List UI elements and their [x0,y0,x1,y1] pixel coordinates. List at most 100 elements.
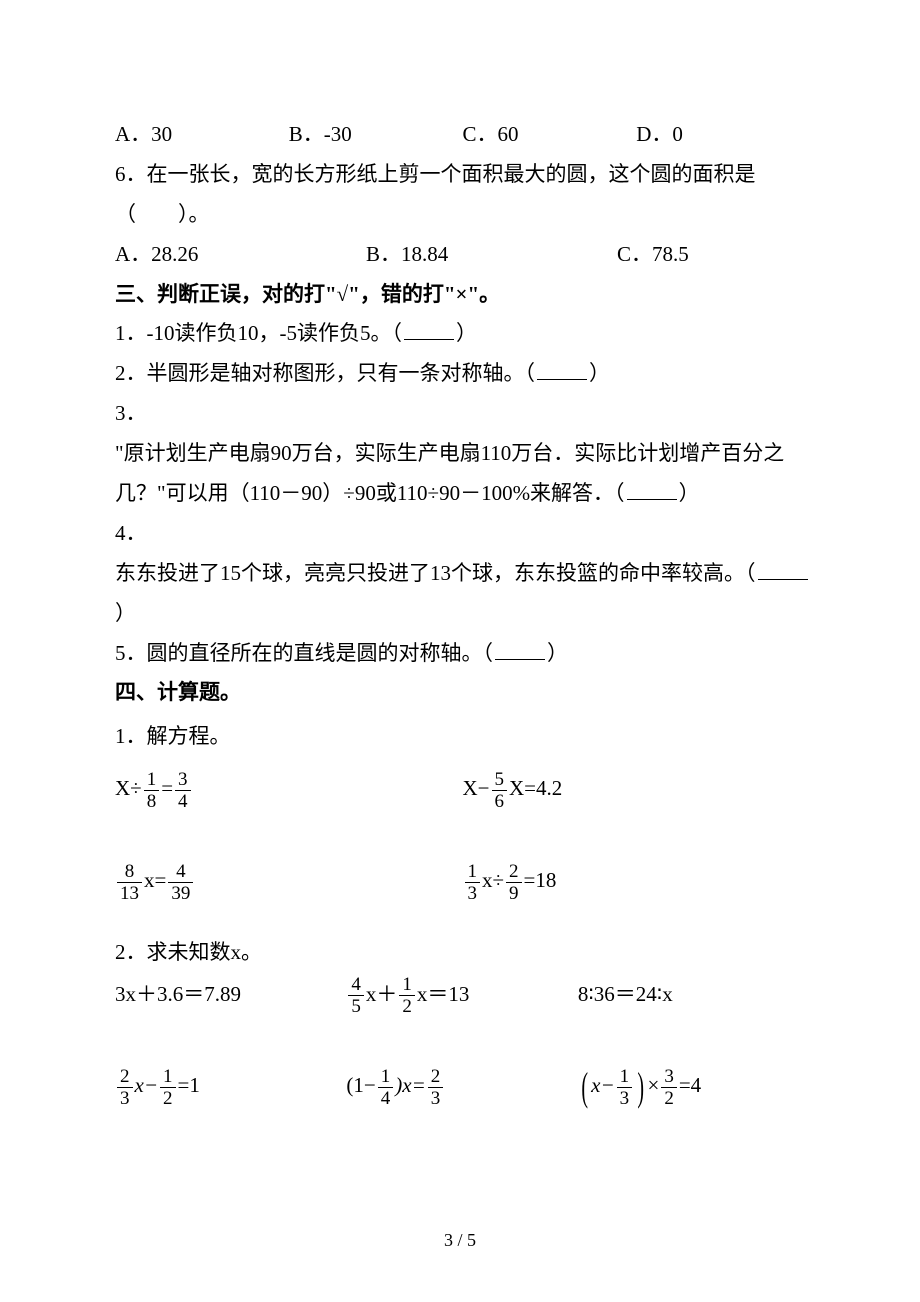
frac: 23 [117,1067,133,1108]
den: 2 [399,995,415,1016]
q6-opt-b: B．18.84 [366,235,617,275]
s3-q4: 东东投进了15个球，亮亮只投进了13个球，东东投篮的命中率较高。（ ） [115,554,810,634]
blank[interactable] [627,482,677,500]
eq2e: (1−14)x=23 [346,1066,577,1108]
eq-row-3: 3x＋3.6＝7.89 45x＋12x＝13 8∶36＝24∶x [115,975,810,1017]
frac: 34 [175,770,191,811]
den: 5 [348,995,364,1016]
s4-q1-label: 1．解方程。 [115,717,810,757]
eq-row-4: 23x−12=1 (1−14)x=23 (x−13)×32=4 [115,1066,810,1108]
eq2d: 23x−12=1 [115,1066,346,1108]
s3-q3-num: 3． [115,394,810,434]
num: 1 [160,1067,176,1087]
eq2f-mid: × [648,1073,660,1097]
frac: 18 [144,770,160,811]
eq2f-post: =4 [679,1073,701,1097]
frac: 12 [160,1067,176,1108]
eq1c: 813x=439 [115,861,463,903]
q5-opt-c: C．60 [463,115,637,155]
eq1b-pre: X− [463,776,490,800]
s3-q4-num: 4． [115,514,810,554]
eq1b: X−56X=4.2 [463,769,811,811]
num: 8 [117,862,142,882]
s3-q2-end: ） [589,361,610,385]
frac: 12 [399,975,415,1016]
eq2e-mid: )x= [395,1073,426,1097]
blank[interactable] [537,362,587,380]
eq1a: X÷18=34 [115,769,463,811]
s4-q2-label: 2．求未知数x。 [115,933,810,973]
frac: 56 [492,770,508,811]
blank[interactable] [404,322,454,340]
num: 4 [348,975,364,995]
eq2d-post: =1 [178,1073,200,1097]
den: 13 [117,882,142,903]
eq1c-mid: x= [144,868,166,892]
eq2a: 3x＋3.6＝7.89 [115,975,346,1017]
eq2b-mid: x＋ [366,982,398,1006]
den: 8 [144,790,160,811]
eq2b-post: x＝13 [417,982,470,1006]
eq1b-post: X=4.2 [509,776,562,800]
s3-q2-text: 2．半圆形是轴对称图形，只有一条对称轴。（ [115,361,535,385]
rparen-icon: ) [638,1077,645,1097]
q5-opt-b: B．-30 [289,115,463,155]
den: 4 [378,1087,394,1108]
frac: 13 [465,862,481,903]
den: 3 [617,1087,633,1108]
q6-opt-a: A．28.26 [115,235,366,275]
s3-q1-end: ） [456,321,477,345]
q5-opt-d: D．0 [636,115,810,155]
den: 4 [175,790,191,811]
s3-q3-end: ） [679,481,700,505]
eq2f: (x−13)×32=4 [578,1066,809,1108]
eq-row-1: X÷18=34 X−56X=4.2 [115,769,810,811]
frac: 23 [428,1067,444,1108]
num: 1 [465,862,481,882]
s3-q1: 1．-10读作负10，-5读作负5。（） [115,314,810,354]
eq1d-mid: x÷ [482,868,504,892]
s3-q3: "原计划生产电扇90万台，实际生产电扇110万台．实际比计划增产百分之几？"可以… [115,434,810,514]
num: 4 [168,862,193,882]
num: 1 [378,1067,394,1087]
frac: 45 [348,975,364,1016]
eq2b: 45x＋12x＝13 [346,975,577,1017]
s3-q4-text: 东东投进了15个球，亮亮只投进了13个球，东东投篮的命中率较高。（ [115,561,756,585]
den: 2 [160,1087,176,1108]
eq2f-pre: x− [591,1073,615,1097]
eq-row-2: 813x=439 13x÷29=18 [115,861,810,903]
q6-text: 6．在一张长，宽的长方形纸上剪一个面积最大的圆，这个圆的面积是（ ）。 [115,155,810,235]
den: 2 [661,1087,677,1108]
section3-title: 三、判断正误，对的打"√"，错的打"×"。 [115,275,810,315]
blank[interactable] [495,642,545,660]
den: 6 [492,790,508,811]
eq2d-mid: x− [135,1073,159,1097]
section4-title: 四、计算题。 [115,673,810,713]
eq1a-pre: X÷ [115,776,142,800]
den: 9 [506,882,522,903]
num: 2 [506,862,522,882]
frac: 813 [117,862,142,903]
q6-opt-c: C．78.5 [617,235,810,275]
frac: 439 [168,862,193,903]
s3-q2: 2．半圆形是轴对称图形，只有一条对称轴。（ ） [115,354,810,394]
lparen-icon: ( [581,1077,588,1097]
den: 39 [168,882,193,903]
frac: 29 [506,862,522,903]
num: 3 [175,770,191,790]
eq1d: 13x÷29=18 [463,861,811,903]
blank[interactable] [758,562,808,580]
den: 3 [465,882,481,903]
num: 3 [661,1067,677,1087]
s3-q5: 5．圆的直径所在的直线是圆的对称轴。（） [115,634,810,674]
q6-options: A．28.26 B．18.84 C．78.5 [115,235,810,275]
q5-options: A．30 B．-30 C．60 D．0 [115,115,810,155]
num: 1 [144,770,160,790]
num: 1 [617,1067,633,1087]
num: 1 [399,975,415,995]
eq2c: 8∶36＝24∶x [578,975,809,1017]
frac: 14 [378,1067,394,1108]
frac: 13 [617,1067,633,1108]
s3-q4-end: ） [115,601,136,625]
eq2e-pre: (1− [346,1073,375,1097]
